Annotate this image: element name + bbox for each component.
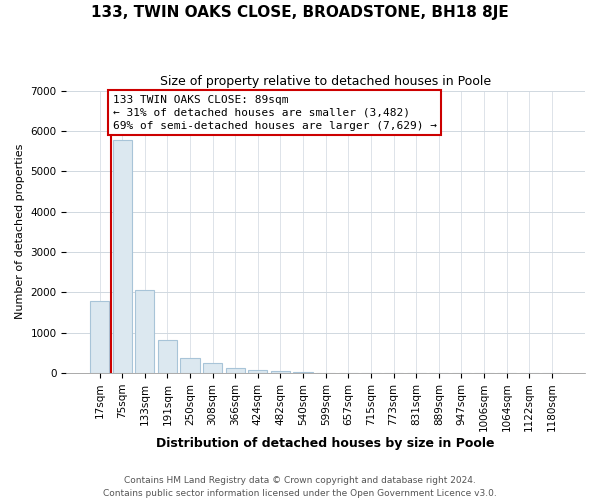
Bar <box>248 370 268 373</box>
Bar <box>113 140 132 373</box>
Bar <box>271 371 290 373</box>
Bar <box>90 301 109 373</box>
Bar <box>203 364 222 373</box>
Bar <box>181 358 200 373</box>
Y-axis label: Number of detached properties: Number of detached properties <box>15 144 25 320</box>
Text: 133, TWIN OAKS CLOSE, BROADSTONE, BH18 8JE: 133, TWIN OAKS CLOSE, BROADSTONE, BH18 8… <box>91 5 509 20</box>
X-axis label: Distribution of detached houses by size in Poole: Distribution of detached houses by size … <box>157 437 495 450</box>
Text: 133 TWIN OAKS CLOSE: 89sqm
← 31% of detached houses are smaller (3,482)
69% of s: 133 TWIN OAKS CLOSE: 89sqm ← 31% of deta… <box>113 94 437 131</box>
Text: Contains HM Land Registry data © Crown copyright and database right 2024.
Contai: Contains HM Land Registry data © Crown c… <box>103 476 497 498</box>
Bar <box>135 290 154 373</box>
Title: Size of property relative to detached houses in Poole: Size of property relative to detached ho… <box>160 75 491 88</box>
Bar <box>158 340 177 373</box>
Bar <box>293 372 313 373</box>
Bar <box>226 368 245 373</box>
